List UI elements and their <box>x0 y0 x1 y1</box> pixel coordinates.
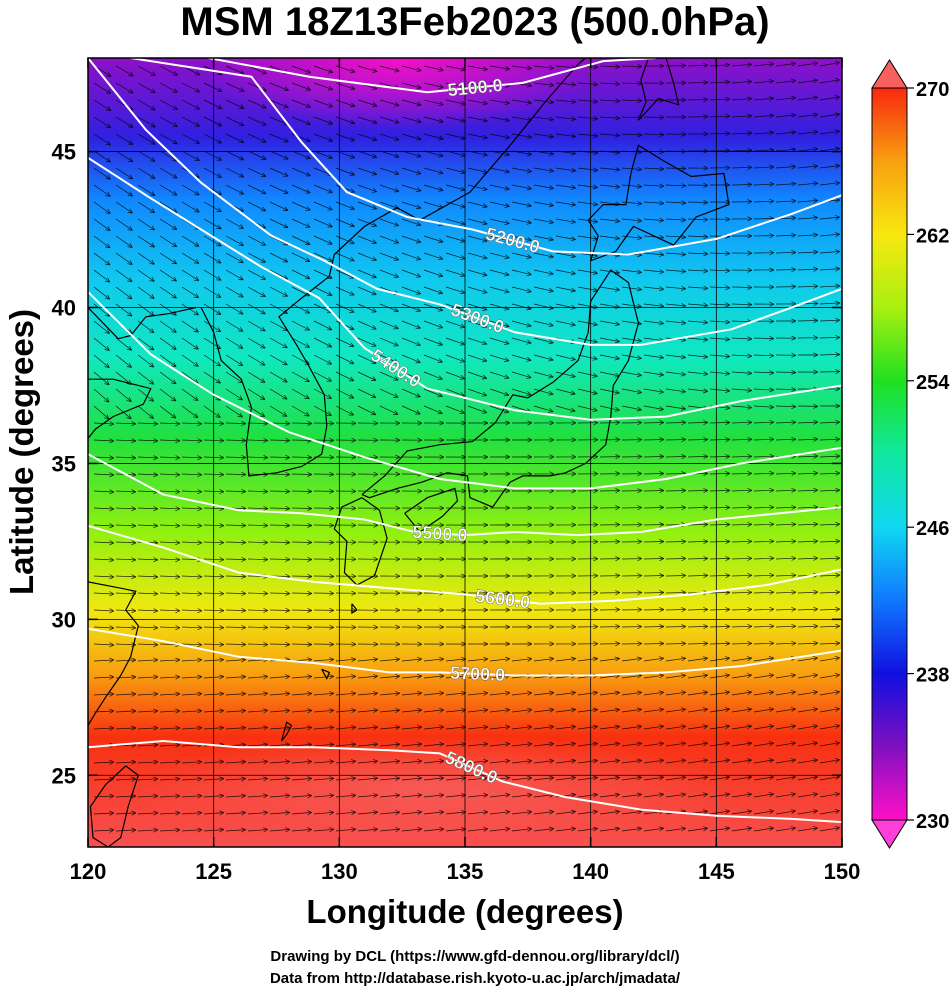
x-tick-label: 120 <box>70 859 107 884</box>
colorbar-tick-label: 238 <box>916 665 949 687</box>
x-tick-label: 125 <box>195 859 232 884</box>
contour-line <box>88 627 842 677</box>
colorbar-scale <box>871 87 908 821</box>
contour-line <box>88 58 842 346</box>
contour-line <box>88 524 842 605</box>
x-tick-label: 150 <box>824 859 861 884</box>
x-tick-label: 135 <box>447 859 484 884</box>
y-tick-label: 25 <box>52 763 76 788</box>
contour-line <box>130 58 842 256</box>
gridlines <box>88 58 842 847</box>
x-tick-label: 145 <box>698 859 735 884</box>
x-axis-label: Longitude (degrees) <box>306 893 624 930</box>
x-tick-label: 130 <box>321 859 358 884</box>
height-contours <box>88 58 842 824</box>
y-tick-label: 45 <box>52 140 76 165</box>
y-tick-label: 30 <box>52 607 76 632</box>
colorbar-tick-label: 270 <box>916 79 949 101</box>
colorbar-tick-label: 246 <box>916 518 949 540</box>
colorbar-tick-label: 254 <box>916 372 950 394</box>
y-axis-ticks: 25 30 35 40 45 <box>52 140 842 788</box>
contour-line <box>88 739 842 824</box>
colorbar-min-arrow <box>871 819 908 849</box>
y-tick-label: 40 <box>52 295 76 320</box>
credit-line-dcl: Drawing by DCL (https://www.gfd-dennou.o… <box>270 948 680 965</box>
colorbar-max-arrow <box>871 59 908 89</box>
colorbar-tick-label: 262 <box>916 225 949 247</box>
x-tick-label: 140 <box>572 859 609 884</box>
y-tick-label: 35 <box>52 451 76 476</box>
contour-label: 5500.0 <box>412 522 468 545</box>
colorbar-tick-label: 230 <box>916 811 949 833</box>
contour-label: 5700.0 <box>450 663 506 685</box>
coastlines <box>88 58 730 847</box>
colorbar-ticks: 270 262 254 246 238 230 <box>907 79 950 833</box>
page-title: MSM 18Z13Feb2023 (500.0hPa) <box>180 0 770 44</box>
colorbar: 270 262 254 246 238 230 <box>871 59 950 849</box>
contour-line <box>88 453 842 537</box>
credit-line-data-source: Data from http://database.rish.kyoto-u.a… <box>269 970 681 987</box>
contour-line <box>208 58 657 94</box>
contour-line <box>88 291 842 490</box>
contour-line <box>88 156 842 421</box>
x-axis-ticks: 120 125 130 135 140 145 150 <box>70 58 861 884</box>
y-axis-label-text: Latitude (degrees) <box>3 308 40 596</box>
